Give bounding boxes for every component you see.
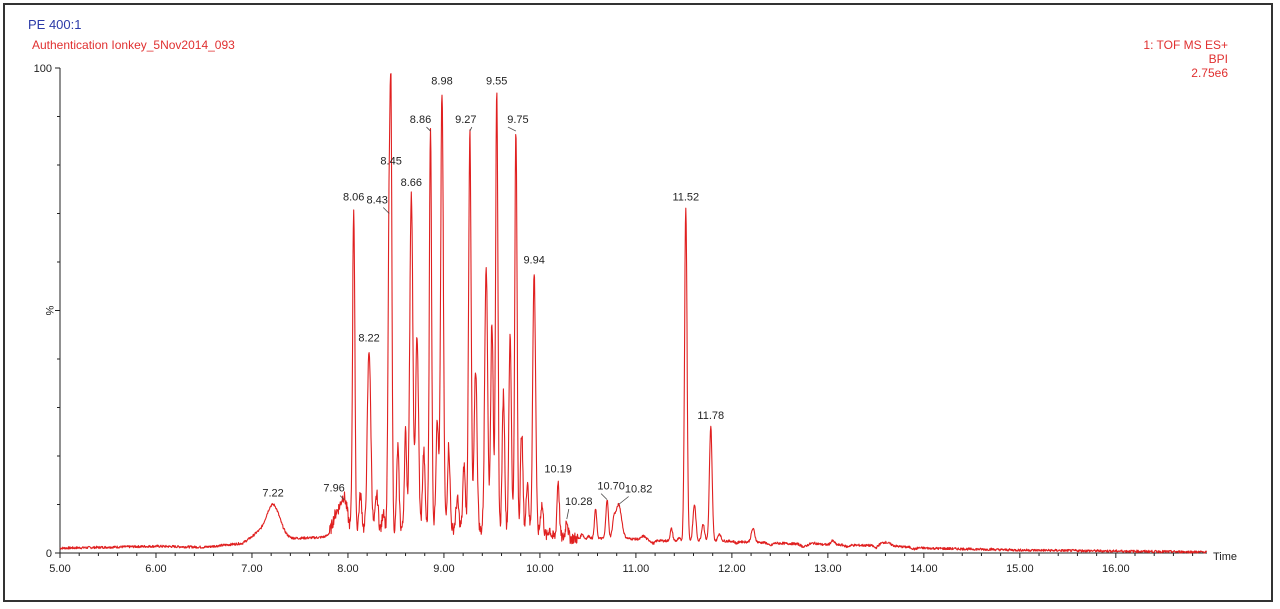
peak-leader-line (339, 495, 345, 500)
x-tick-label: 5.00 (49, 563, 70, 575)
peak-label: 10.70 (597, 481, 625, 493)
peak-label: 7.22 (262, 488, 283, 500)
x-tick-label: 11.00 (623, 563, 650, 575)
peak-label: 8.22 (358, 332, 379, 344)
x-tick-label: 13.00 (814, 563, 842, 575)
x-tick-group: 5.00 6.00 7.00 8.00 9.00 10.00 11.00 12.00 13.00… (49, 553, 1194, 575)
intensity-label: 2.75e6 (1191, 66, 1228, 80)
x-tick-label: 8.00 (337, 563, 358, 575)
peak-label: 8.06 (343, 192, 364, 204)
peak-leader-line (469, 126, 473, 132)
y-tick-group: 0 100 (34, 63, 60, 560)
x-tick-label: 9.00 (433, 563, 454, 575)
x-tick-label: 14.00 (910, 563, 938, 575)
peak-label: 10.19 (544, 463, 572, 475)
x-axis-label: Time (1213, 551, 1237, 563)
run-name: Authentication Ionkey_5Nov2014_093 (32, 38, 235, 52)
y-axis-label: % (43, 306, 55, 316)
peak-label: 11.52 (672, 192, 699, 204)
peak-label: 10.82 (625, 484, 653, 496)
peak-label-group: 7.22 7.96 8.06 8.22 8.43 8.458.66 8.86 8.98 9.27… (262, 75, 724, 520)
peak-leader-line (566, 508, 570, 520)
peak-label: 8.66 (401, 177, 422, 189)
peak-label: 8.86 (410, 114, 431, 126)
x-tick-label: 16.00 (1102, 563, 1130, 575)
peak-label: 8.98 (431, 75, 452, 87)
chromatogram-frame (3, 3, 1273, 602)
peak-label: 8.45 (380, 156, 401, 168)
x-tick-label: 10.00 (526, 563, 554, 575)
function-label: 1: TOF MS ES+ (1143, 38, 1228, 52)
peak-label: 9.75 (507, 114, 528, 126)
trace-type-label: BPI (1208, 52, 1228, 66)
x-tick-label: 15.00 (1006, 563, 1034, 575)
x-tick-label: 12.00 (718, 563, 746, 575)
peak-label: 9.55 (486, 75, 507, 87)
peak-leader-line (382, 207, 390, 214)
peak-label: 7.96 (323, 483, 344, 495)
x-tick-label: 6.00 (145, 563, 166, 575)
sample-name: PE 400:1 (28, 17, 82, 32)
peak-leader-line (618, 496, 629, 505)
peak-leader-line (507, 126, 517, 132)
peak-leader-line (600, 493, 608, 500)
peak-label: 9.94 (523, 255, 544, 267)
bpi-trace-line (59, 73, 1208, 554)
y-tick-label: 100 (34, 63, 52, 75)
peak-label: 9.27 (455, 114, 476, 126)
peak-leader-line (426, 126, 431, 132)
peak-label: 11.78 (697, 410, 724, 422)
x-tick-label: 7.00 (241, 563, 262, 575)
peak-label: 10.28 (565, 496, 593, 508)
peak-label: 8.43 (367, 195, 388, 207)
y-tick-label: 0 (46, 548, 52, 560)
